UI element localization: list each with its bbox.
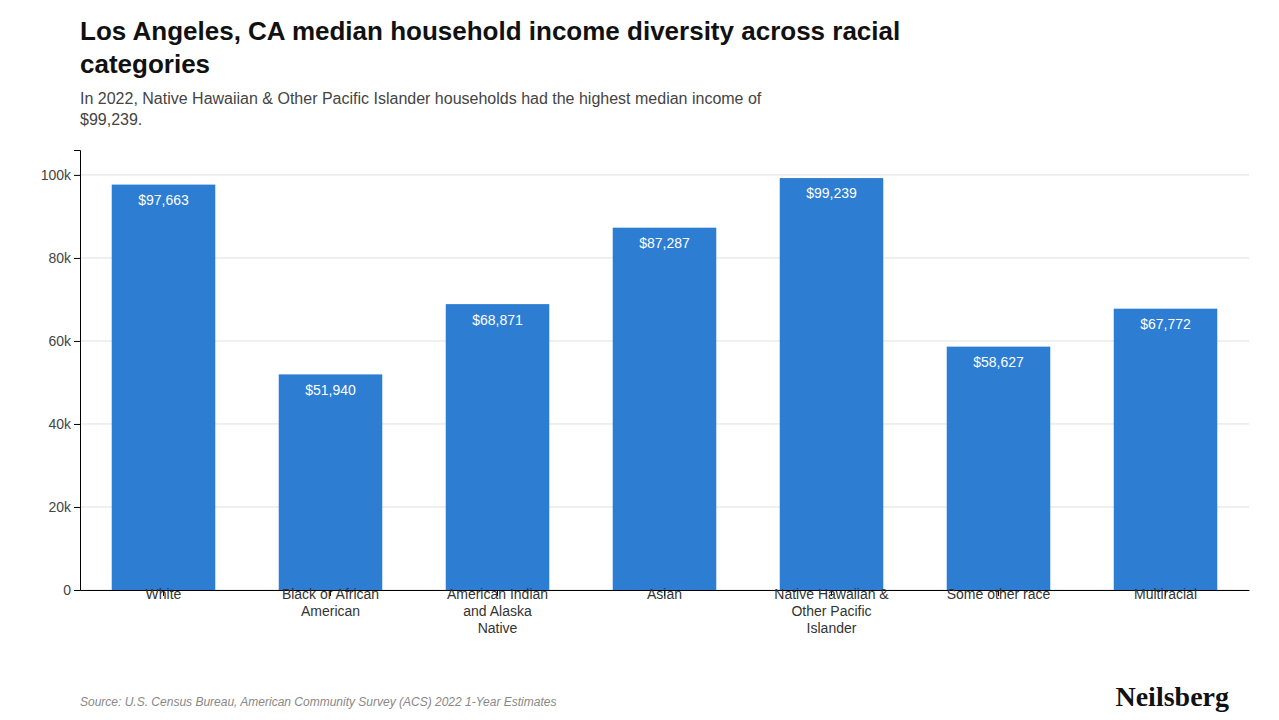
brand: Neilsberg <box>1115 681 1229 712</box>
data-label: $51,940 <box>305 382 356 398</box>
x-tick-label-line: American <box>301 603 360 619</box>
title-line: Los Angeles, CA median household income … <box>80 16 900 46</box>
data-label: $58,627 <box>973 354 1024 370</box>
y-tick-mark <box>74 590 80 591</box>
x-tick-label: Black or AfricanAmerican <box>282 586 379 619</box>
bar <box>947 347 1051 590</box>
subtitle: In 2022, Native Hawaiian & Other Pacific… <box>80 90 762 128</box>
y-tick-mark <box>74 424 80 425</box>
x-tick-label: White <box>146 586 182 602</box>
x-tick-label-line: Native <box>478 620 518 636</box>
x-tick-label-line: and Alaska <box>463 603 532 619</box>
x-tick: Multiracial <box>1134 586 1197 602</box>
x-tick-label: Some other race <box>947 586 1051 602</box>
bar <box>1114 309 1218 590</box>
data-label: $99,239 <box>806 185 857 201</box>
data-label: $97,663 <box>138 192 189 208</box>
y-axis-line <box>74 151 81 591</box>
title-line: categories <box>80 49 210 79</box>
y-tick: 60k <box>48 333 80 349</box>
y-tick: 80k <box>48 250 80 266</box>
x-tick-label-line: Black or African <box>282 586 379 602</box>
x-tick-label: Native Hawaiian &Other PacificIslander <box>774 586 889 636</box>
x-tick-label-line: Other Pacific <box>791 603 871 619</box>
y-tick-label: 40k <box>48 416 72 432</box>
y-tick: 100k <box>41 167 80 183</box>
y-axis: 0 20k 40k 60k 80k 100k <box>41 151 81 598</box>
x-tick: White <box>146 586 182 602</box>
y-tick-mark <box>74 507 80 508</box>
subtitle-line: In 2022, Native Hawaiian & Other Pacific… <box>80 90 762 107</box>
y-tick-label: 80k <box>48 250 72 266</box>
background <box>0 0 1279 720</box>
x-tick-label-line: Islander <box>807 620 857 636</box>
x-tick: Asian <box>647 586 682 602</box>
x-tick-label-line: Asian <box>647 586 682 602</box>
data-labels: $97,663 $51,940 $68,871 $87,287 $99,239 $58,6… <box>138 185 1191 397</box>
bar <box>446 304 550 590</box>
bar <box>112 185 216 590</box>
bar <box>279 374 383 590</box>
y-tick-mark <box>74 258 80 259</box>
y-tick-label: 0 <box>63 582 71 598</box>
x-tick-label-line: Native Hawaiian & <box>774 586 889 602</box>
chart: Los Angeles, CA median household income … <box>0 0 1279 720</box>
bar <box>780 178 884 590</box>
grid <box>80 175 1249 590</box>
y-tick: 20k <box>48 499 80 515</box>
x-axis: White Black or AfricanAmerican American In… <box>81 586 1250 636</box>
x-tick-label-line: Some other race <box>947 586 1051 602</box>
data-label: $67,772 <box>1140 316 1191 332</box>
source-note: Source: U.S. Census Bureau, American Com… <box>80 695 556 709</box>
x-tick-label: Asian <box>647 586 682 602</box>
y-tick-label: 20k <box>48 499 72 515</box>
x-tick-label-line: Multiracial <box>1134 586 1197 602</box>
y-tick: 40k <box>48 416 80 432</box>
y-tick-label: 60k <box>48 333 72 349</box>
x-tick-label: Multiracial <box>1134 586 1197 602</box>
data-label: $87,287 <box>639 235 690 251</box>
title: Los Angeles, CA median household income … <box>80 16 900 79</box>
y-tick-mark <box>74 175 80 176</box>
x-tick: American Indianand AlaskaNative <box>447 586 548 636</box>
y-tick-label: 100k <box>41 167 72 183</box>
x-tick-label-line: American Indian <box>447 586 548 602</box>
y-tick-mark <box>74 341 80 342</box>
x-tick: Some other race <box>947 586 1051 602</box>
x-tick-label-line: White <box>146 586 182 602</box>
y-tick: 0 <box>63 582 80 598</box>
subtitle-line: $99,239. <box>80 111 142 128</box>
data-label: $68,871 <box>472 312 523 328</box>
x-tick: Native Hawaiian &Other PacificIslander <box>774 586 889 636</box>
plot: $97,663 $51,940 $68,871 $87,287 $99,239 $58,6… <box>41 151 1250 636</box>
grid-line <box>80 174 1249 175</box>
bar <box>613 228 717 590</box>
x-tick: Black or AfricanAmerican <box>282 586 379 619</box>
x-tick-label: American Indianand AlaskaNative <box>447 586 548 636</box>
bars <box>112 178 1218 590</box>
